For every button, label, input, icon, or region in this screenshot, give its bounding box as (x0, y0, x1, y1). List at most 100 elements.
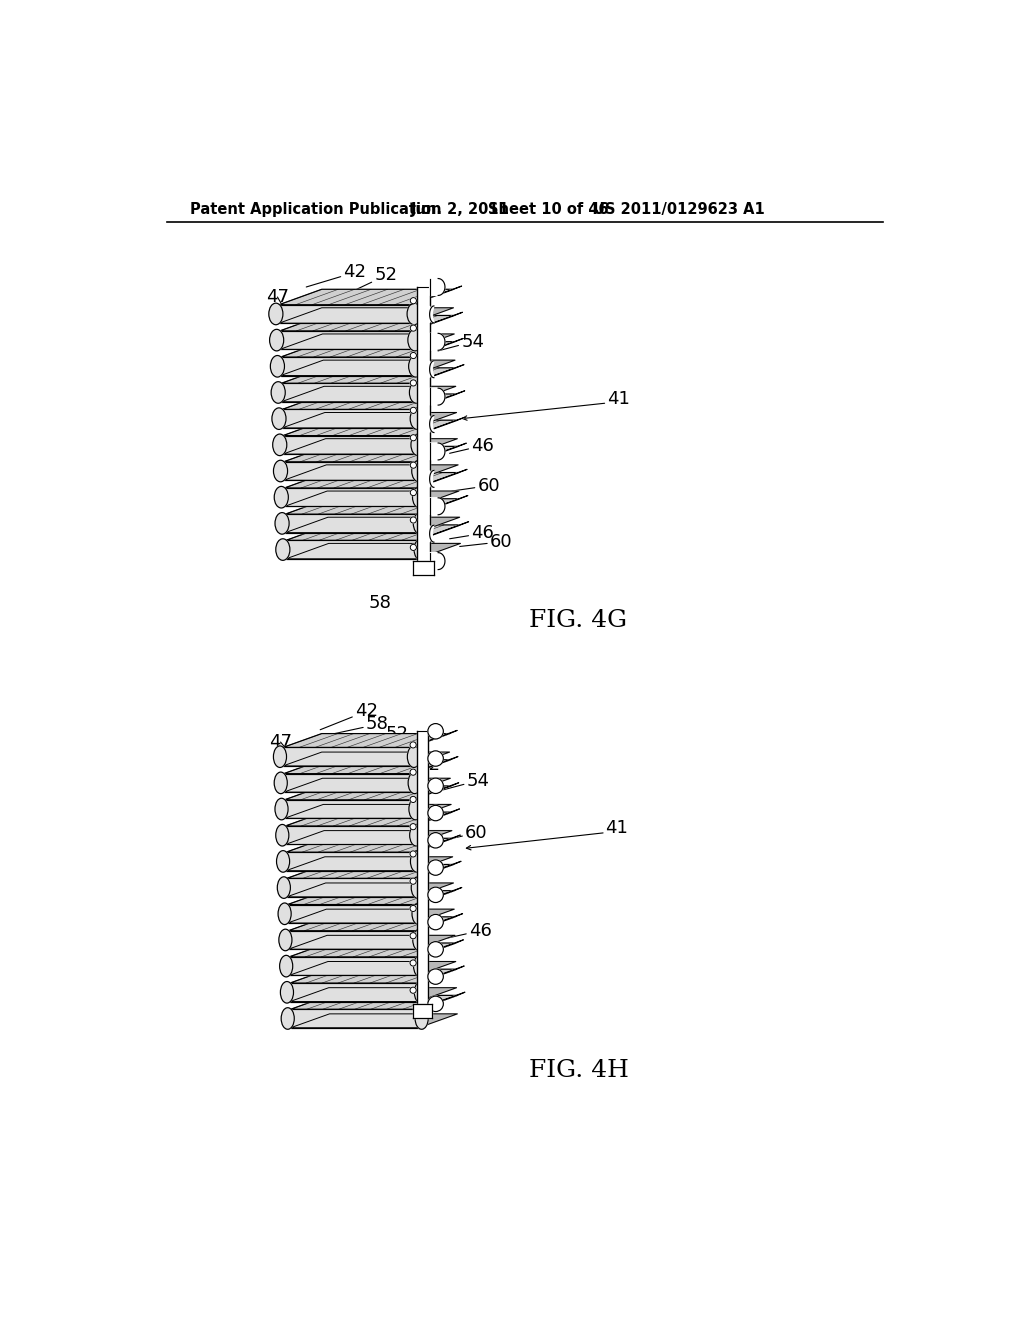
Polygon shape (413, 1003, 432, 1018)
Polygon shape (418, 966, 464, 983)
Ellipse shape (409, 799, 422, 820)
Polygon shape (285, 800, 413, 818)
Ellipse shape (413, 487, 427, 508)
Text: 41: 41 (607, 389, 630, 408)
Polygon shape (289, 931, 417, 949)
Polygon shape (284, 774, 412, 792)
Text: Jun. 2, 2011: Jun. 2, 2011 (411, 202, 510, 218)
Polygon shape (283, 420, 458, 436)
Ellipse shape (408, 746, 421, 767)
Polygon shape (287, 878, 415, 896)
Polygon shape (288, 904, 416, 923)
Polygon shape (412, 756, 458, 774)
Ellipse shape (275, 825, 289, 846)
Ellipse shape (408, 330, 422, 351)
Polygon shape (414, 364, 464, 383)
Text: Sheet 10 of 46: Sheet 10 of 46 (488, 202, 609, 218)
Text: 42: 42 (400, 756, 440, 775)
Ellipse shape (270, 355, 285, 378)
Ellipse shape (279, 903, 291, 924)
Circle shape (410, 796, 416, 803)
Ellipse shape (278, 876, 291, 899)
Polygon shape (284, 760, 451, 774)
Polygon shape (285, 491, 459, 507)
Polygon shape (417, 470, 467, 488)
Ellipse shape (275, 512, 289, 535)
Ellipse shape (415, 1007, 428, 1030)
Ellipse shape (272, 434, 287, 455)
Polygon shape (285, 785, 452, 800)
Text: US 2011/0129623 A1: US 2011/0129623 A1 (593, 202, 765, 218)
Polygon shape (286, 515, 417, 533)
Circle shape (411, 352, 417, 359)
Text: 54: 54 (438, 333, 484, 351)
Ellipse shape (414, 956, 427, 977)
Text: 46: 46 (445, 921, 492, 940)
Text: 46: 46 (450, 524, 495, 543)
Polygon shape (284, 465, 458, 480)
Polygon shape (417, 940, 464, 957)
Polygon shape (283, 752, 450, 766)
Ellipse shape (409, 772, 421, 793)
Text: 41: 41 (604, 820, 628, 837)
Polygon shape (280, 289, 454, 305)
Ellipse shape (273, 461, 288, 482)
Ellipse shape (411, 850, 424, 873)
Polygon shape (282, 368, 456, 383)
Polygon shape (287, 883, 454, 896)
Polygon shape (430, 334, 445, 350)
Polygon shape (414, 561, 433, 576)
Polygon shape (287, 865, 454, 878)
Polygon shape (430, 388, 445, 405)
Polygon shape (290, 987, 457, 1002)
Polygon shape (289, 917, 455, 931)
Ellipse shape (410, 381, 424, 404)
Ellipse shape (411, 434, 425, 455)
Circle shape (411, 544, 417, 550)
Polygon shape (413, 783, 459, 800)
Polygon shape (284, 779, 451, 792)
Polygon shape (286, 838, 453, 853)
Text: 60: 60 (442, 824, 487, 842)
Circle shape (410, 742, 416, 748)
Polygon shape (415, 417, 466, 436)
Polygon shape (430, 306, 434, 323)
Ellipse shape (415, 982, 427, 1003)
Circle shape (428, 723, 443, 739)
Ellipse shape (271, 381, 286, 404)
Ellipse shape (282, 1007, 294, 1030)
Polygon shape (283, 412, 457, 428)
Polygon shape (283, 395, 457, 409)
Text: 47: 47 (367, 748, 406, 767)
Polygon shape (430, 553, 445, 570)
Ellipse shape (274, 487, 289, 508)
Polygon shape (414, 809, 460, 826)
Ellipse shape (274, 772, 288, 793)
Ellipse shape (275, 799, 288, 820)
Polygon shape (281, 342, 455, 358)
Polygon shape (418, 521, 469, 540)
Text: 52: 52 (358, 726, 409, 743)
Polygon shape (286, 525, 461, 540)
Circle shape (411, 517, 417, 523)
Polygon shape (286, 853, 414, 871)
Text: Patent Application Publication: Patent Application Publication (190, 202, 441, 218)
Polygon shape (430, 498, 445, 515)
Polygon shape (430, 470, 434, 487)
Text: 42: 42 (390, 305, 428, 323)
Ellipse shape (272, 408, 286, 429)
Circle shape (410, 770, 416, 775)
Circle shape (411, 490, 417, 496)
Polygon shape (414, 836, 461, 853)
Text: FIG. 4H: FIG. 4H (529, 1060, 630, 1082)
Polygon shape (291, 1010, 419, 1028)
Polygon shape (286, 544, 461, 558)
Circle shape (410, 960, 416, 966)
Text: 60: 60 (452, 477, 500, 495)
Polygon shape (283, 436, 415, 454)
Ellipse shape (275, 539, 290, 560)
Polygon shape (411, 286, 462, 305)
Circle shape (410, 987, 416, 994)
Polygon shape (280, 331, 412, 350)
Circle shape (428, 969, 443, 985)
